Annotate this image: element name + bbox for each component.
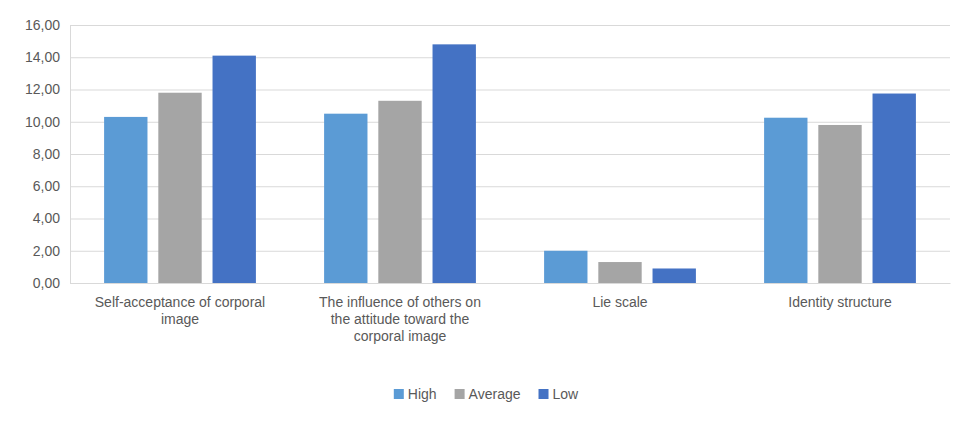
legend-swatch (455, 389, 465, 399)
x-axis: Self-acceptance of corporalimage The infl… (71, 284, 951, 344)
grid-line (70, 90, 950, 91)
bar (598, 262, 641, 283)
label-line: image (161, 311, 199, 327)
x-tick-label: Lie scale (592, 294, 647, 310)
x-tick: Identity structure (788, 294, 892, 310)
x-tick: The influence of others onthe attitude t… (319, 294, 481, 344)
bar (104, 117, 147, 283)
grid-line (70, 122, 950, 123)
legend-swatch (539, 389, 549, 399)
plot: 0,00 2,00 4,00 6,00 8,00 10,00 12,00 14,00 16,00… (25, 17, 951, 344)
y-tick-label: 4,00 (33, 210, 60, 226)
grid-line (70, 283, 950, 284)
bar (818, 125, 861, 283)
legend-item: Low (539, 386, 580, 402)
grid-line (70, 57, 950, 58)
grid-line (70, 154, 950, 155)
label-line: Self-acceptance of corporal (95, 294, 265, 310)
x-tick: Lie scale (592, 294, 647, 310)
bar (433, 44, 476, 283)
x-tick-label: The influence of others onthe attitude t… (319, 294, 481, 344)
grid-line (70, 251, 950, 252)
bars (104, 44, 916, 283)
bar (378, 101, 421, 283)
grid-line (70, 219, 950, 220)
chart: 0,00 2,00 4,00 6,00 8,00 10,00 12,00 14,00 16,00… (0, 0, 972, 425)
y-tick: 16,00 (25, 17, 950, 33)
series (213, 44, 916, 283)
legend: High Average Low (394, 386, 579, 402)
y-tick-label: 10,00 (25, 114, 60, 130)
bar (764, 118, 807, 283)
y-tick-label: 0,00 (33, 275, 60, 291)
bar (873, 94, 916, 283)
legend-label: High (408, 386, 437, 402)
legend-item: High (394, 386, 437, 402)
label-line: The influence of others on (319, 294, 481, 310)
y-tick-label: 8,00 (33, 146, 60, 162)
bar (213, 56, 256, 283)
y-tick-label: 6,00 (33, 178, 60, 194)
bar (158, 93, 201, 283)
y-tick-label: 14,00 (25, 49, 60, 65)
bar (653, 268, 696, 283)
legend-swatch (394, 389, 404, 399)
legend-label: Average (469, 386, 521, 402)
y-tick-label: 16,00 (25, 17, 60, 33)
y-tick-label: 12,00 (25, 81, 60, 97)
bar (324, 114, 367, 283)
x-tick: Self-acceptance of corporalimage (95, 294, 265, 327)
x-tick-label: Identity structure (788, 294, 892, 310)
grid-line (70, 186, 950, 187)
legend-label: Low (553, 386, 580, 402)
label-line: corporal image (354, 328, 447, 344)
series (158, 93, 861, 283)
y-tick: 14,00 (25, 49, 950, 65)
label-line: Lie scale (592, 294, 647, 310)
label-line: the attitude toward the (331, 311, 470, 327)
x-tick-label: Self-acceptance of corporalimage (95, 294, 265, 327)
legend-item: Average (455, 386, 521, 402)
label-line: Identity structure (788, 294, 892, 310)
bar (544, 251, 587, 283)
x-axis-line (71, 283, 951, 284)
y-tick-label: 2,00 (33, 243, 60, 259)
y-axis: 0,00 2,00 4,00 6,00 8,00 10,00 12,00 14,00 16,00 (25, 17, 950, 291)
grid-line (70, 25, 950, 26)
